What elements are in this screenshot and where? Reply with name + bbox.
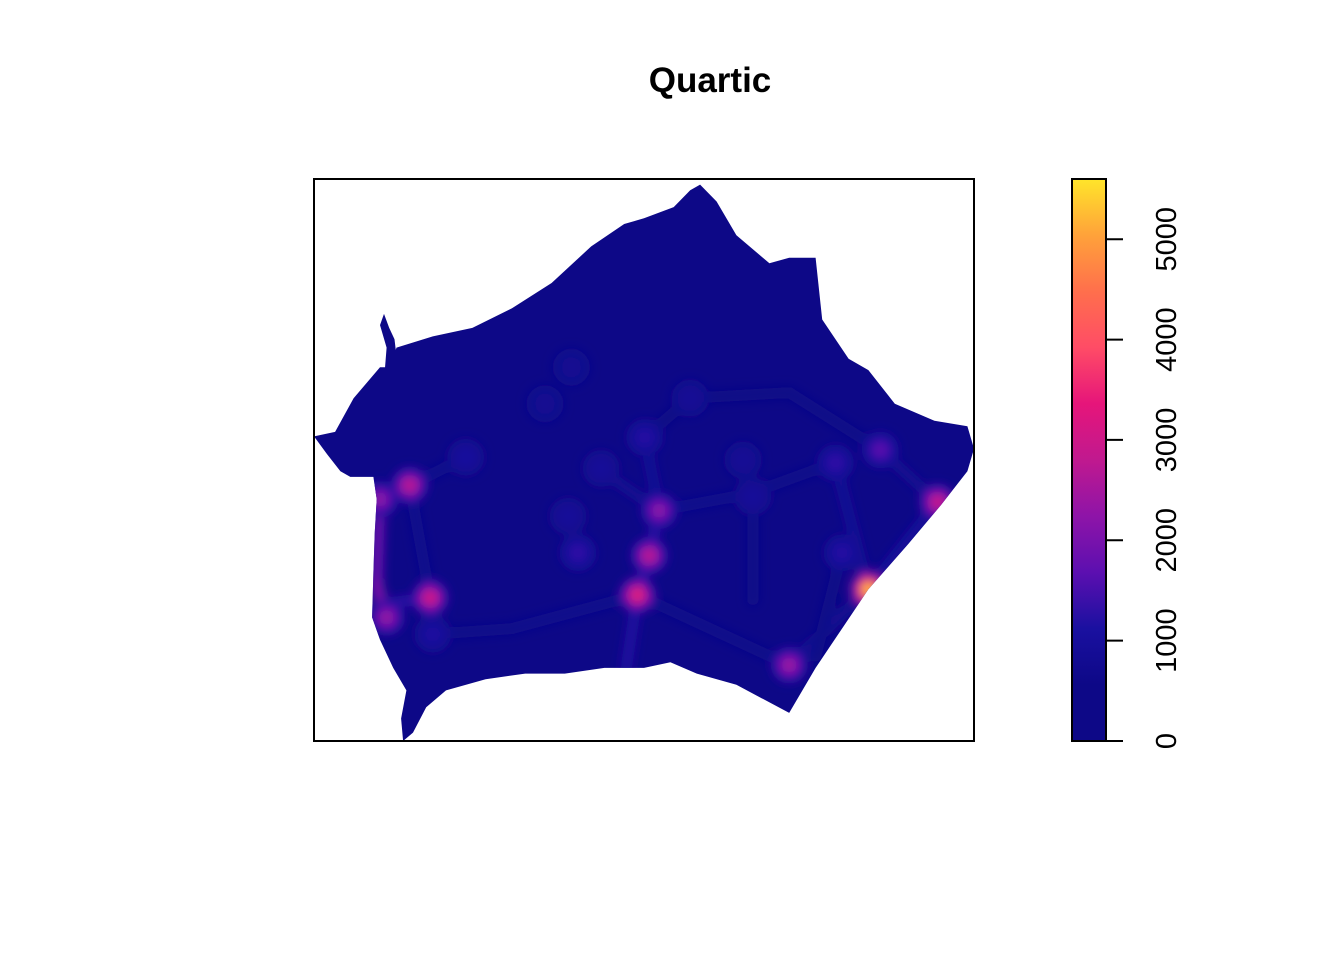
density-region bbox=[314, 184, 974, 741]
density-hotspot bbox=[770, 646, 808, 684]
density-hotspot bbox=[559, 534, 597, 572]
density-hotspot bbox=[391, 466, 429, 504]
density-hotspot bbox=[549, 497, 587, 535]
density-hotspot bbox=[553, 348, 590, 386]
density-hotspot bbox=[414, 615, 452, 653]
chart-title: Quartic bbox=[649, 61, 772, 100]
density-hotspot bbox=[582, 450, 620, 487]
plot-area bbox=[314, 184, 974, 741]
plot-frame bbox=[313, 178, 975, 742]
density-hotspot bbox=[671, 379, 709, 417]
density-ridge bbox=[631, 589, 795, 671]
density-hotspot bbox=[361, 480, 399, 518]
density-hotspot bbox=[526, 385, 564, 423]
density-hotspot bbox=[368, 598, 405, 636]
density-ridge bbox=[862, 496, 944, 595]
density-hotspot bbox=[817, 444, 854, 482]
density-ridge bbox=[404, 479, 436, 604]
colorbar-legend: 0 1000 2000 3000 4000 5000 bbox=[1071, 178, 1183, 749]
colorbar-tick-label: 4000 bbox=[1151, 307, 1183, 372]
density-hotspot bbox=[850, 570, 887, 608]
density-hotspot bbox=[861, 431, 899, 469]
colorbar-ramp bbox=[1072, 179, 1106, 741]
density-hotspot bbox=[447, 438, 485, 476]
colorbar-ticks: 0 1000 2000 3000 4000 5000 bbox=[1106, 207, 1183, 749]
density-hotspot bbox=[823, 534, 861, 572]
density-hotspot bbox=[626, 419, 664, 456]
colorbar-tick-label: 5000 bbox=[1151, 207, 1183, 272]
density-hotspot bbox=[640, 492, 678, 529]
density-hotspot bbox=[919, 483, 957, 521]
colorbar-tick-label: 0 bbox=[1151, 733, 1183, 749]
colorbar-tick-label: 2000 bbox=[1151, 508, 1183, 573]
colorbar-frame bbox=[1071, 178, 1107, 742]
density-heat-layer bbox=[361, 348, 957, 684]
density-ridge bbox=[829, 457, 874, 595]
density-hotspot bbox=[619, 576, 656, 614]
density-hotspot bbox=[630, 537, 668, 574]
density-ridge bbox=[506, 589, 643, 635]
density-hotspot bbox=[724, 441, 762, 479]
density-hotspot bbox=[734, 478, 772, 515]
colorbar-tick-label: 1000 bbox=[1151, 608, 1183, 673]
density-hotspot bbox=[411, 579, 449, 617]
colorbar-tick-label: 3000 bbox=[1151, 408, 1183, 473]
